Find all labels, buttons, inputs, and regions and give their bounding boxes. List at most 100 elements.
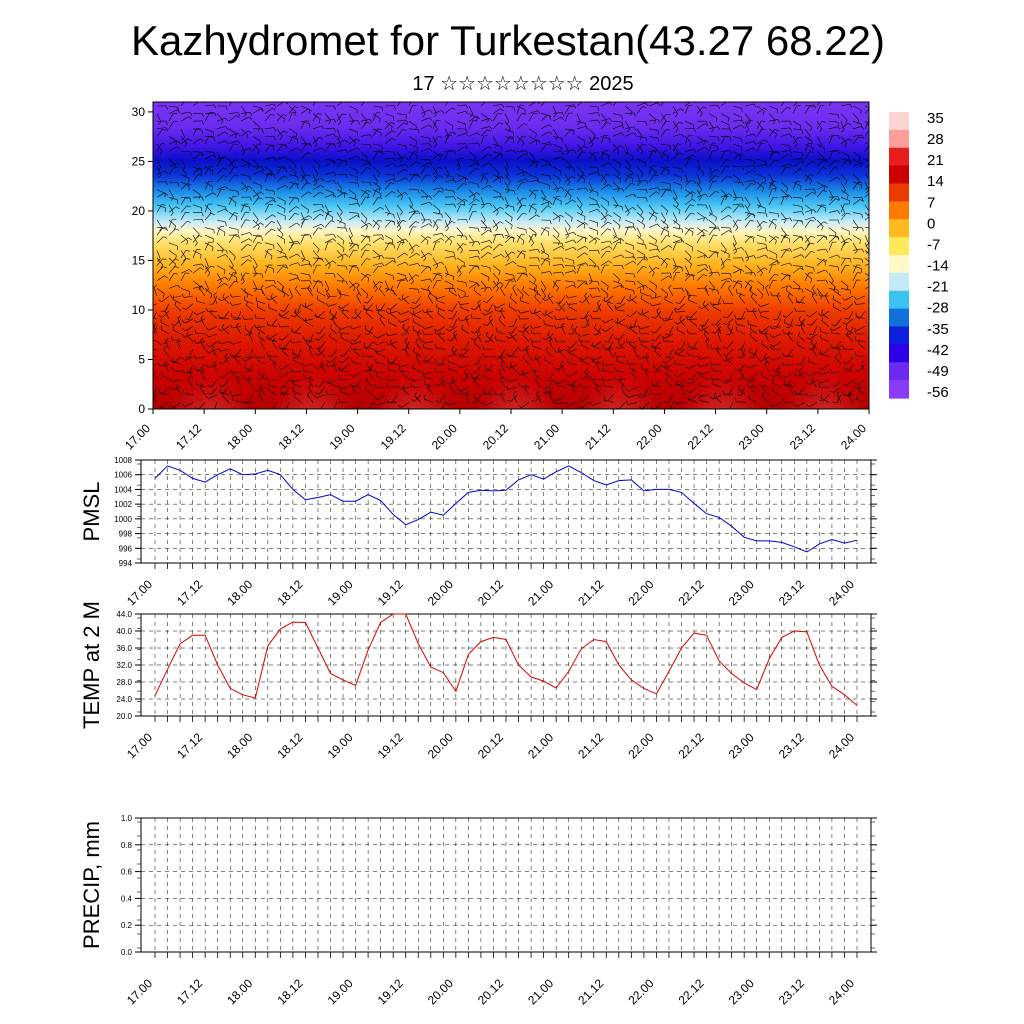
wind-barb-flag <box>147 398 150 400</box>
wind-barb <box>204 181 209 190</box>
wind-barb <box>756 204 766 209</box>
wind-barb <box>732 247 742 251</box>
wind-barb-flag <box>350 121 354 125</box>
wind-barb <box>828 159 836 167</box>
wind-barb-flag <box>429 148 433 152</box>
wind-barb <box>624 132 634 137</box>
wind-barb <box>852 105 862 111</box>
wind-barb <box>828 150 833 160</box>
wind-barb-flag <box>463 201 465 206</box>
wind-barb <box>312 264 318 274</box>
wind-barb <box>156 127 166 130</box>
wind-barb-flag <box>846 212 851 215</box>
wind-barb-flag <box>294 242 299 245</box>
wind-barb <box>588 171 598 175</box>
wind-barb-flag <box>789 120 792 126</box>
wind-barb-flag <box>146 305 149 308</box>
wind-barb <box>708 150 713 160</box>
wind-barb-flag <box>402 240 405 246</box>
wind-barb <box>696 181 702 190</box>
wind-barb-flag <box>697 182 701 186</box>
wind-barb <box>684 242 693 248</box>
wind-barb <box>264 214 273 221</box>
wind-barb <box>204 213 212 221</box>
wind-barb-flag <box>785 166 790 168</box>
wind-barb <box>192 128 197 137</box>
wind-barb <box>228 265 237 272</box>
wind-barb <box>672 257 677 267</box>
wind-barb-flag <box>693 180 697 185</box>
wind-barb <box>576 245 586 251</box>
wind-barb <box>720 280 727 289</box>
wind-barb <box>372 105 382 108</box>
wind-barb-flag <box>522 250 527 253</box>
wind-barb <box>492 243 500 251</box>
wind-barb <box>156 143 162 152</box>
wind-barb <box>684 180 694 183</box>
wind-barb <box>180 272 186 281</box>
wind-barb-flag <box>770 181 774 186</box>
wind-barb-flag <box>463 199 468 202</box>
wind-barb-flag <box>279 135 283 140</box>
wind-barb <box>528 136 538 142</box>
wind-barb <box>636 102 646 107</box>
wind-barb-flag <box>389 242 394 244</box>
wind-barb-flag <box>245 272 250 274</box>
wind-barb-flag <box>609 240 613 245</box>
y-tick-label: 15 <box>132 253 146 267</box>
wind-barb <box>744 197 751 205</box>
wind-barb <box>732 105 742 109</box>
wind-barb <box>816 219 824 227</box>
wind-barb <box>300 120 310 125</box>
wind-barb-flag <box>333 118 337 123</box>
wind-barb <box>264 143 274 147</box>
wind-barb <box>804 272 810 281</box>
wind-barb <box>240 162 250 168</box>
wind-barb-flag <box>273 136 276 141</box>
wind-barb-flag <box>799 168 804 171</box>
wind-barb <box>528 158 537 165</box>
wind-barb-flag <box>549 220 552 225</box>
wind-barb-flag <box>589 144 594 148</box>
wind-barb <box>528 272 536 280</box>
wind-barb-flag <box>245 219 250 221</box>
wind-barb <box>552 166 562 172</box>
wind-barb-flag <box>702 232 705 237</box>
wind-barb-flag <box>717 226 720 231</box>
wind-barb <box>780 127 790 130</box>
wind-barb <box>168 162 178 168</box>
wind-barb <box>540 144 547 152</box>
wind-barb <box>480 173 485 183</box>
wind-barb <box>312 166 319 175</box>
wind-barb <box>744 280 752 287</box>
wind-barb-flag <box>633 256 637 261</box>
wind-barb-flag <box>794 143 798 148</box>
wind-barb <box>324 172 334 175</box>
wind-barb <box>540 163 550 168</box>
wind-barb-flag <box>657 150 661 155</box>
wind-barb-flag <box>476 283 480 286</box>
wind-barb-flag <box>522 212 527 215</box>
wind-barb <box>720 196 725 205</box>
wind-barb <box>252 212 259 220</box>
wind-barb-flag <box>597 266 600 271</box>
wind-barb <box>864 158 869 162</box>
wind-barb-flag <box>583 178 585 184</box>
wind-barb-flag <box>621 206 623 211</box>
wind-barb-flag <box>186 240 189 245</box>
wind-barb <box>456 111 466 114</box>
wind-barb <box>576 174 585 180</box>
wind-barb <box>504 136 511 145</box>
wind-barb-flag <box>874 286 876 289</box>
wind-barb-flag <box>821 204 826 206</box>
wind-barb-flag <box>849 258 852 263</box>
wind-barb-flag <box>285 144 288 149</box>
wind-barb-flag <box>801 158 804 163</box>
wind-barb <box>528 249 538 251</box>
wind-barb-flag <box>428 252 432 256</box>
wind-barb <box>552 112 562 114</box>
wind-barb <box>624 143 629 153</box>
wind-barb <box>168 257 176 265</box>
wind-barb <box>456 257 465 263</box>
wind-barb-flag <box>810 219 815 222</box>
